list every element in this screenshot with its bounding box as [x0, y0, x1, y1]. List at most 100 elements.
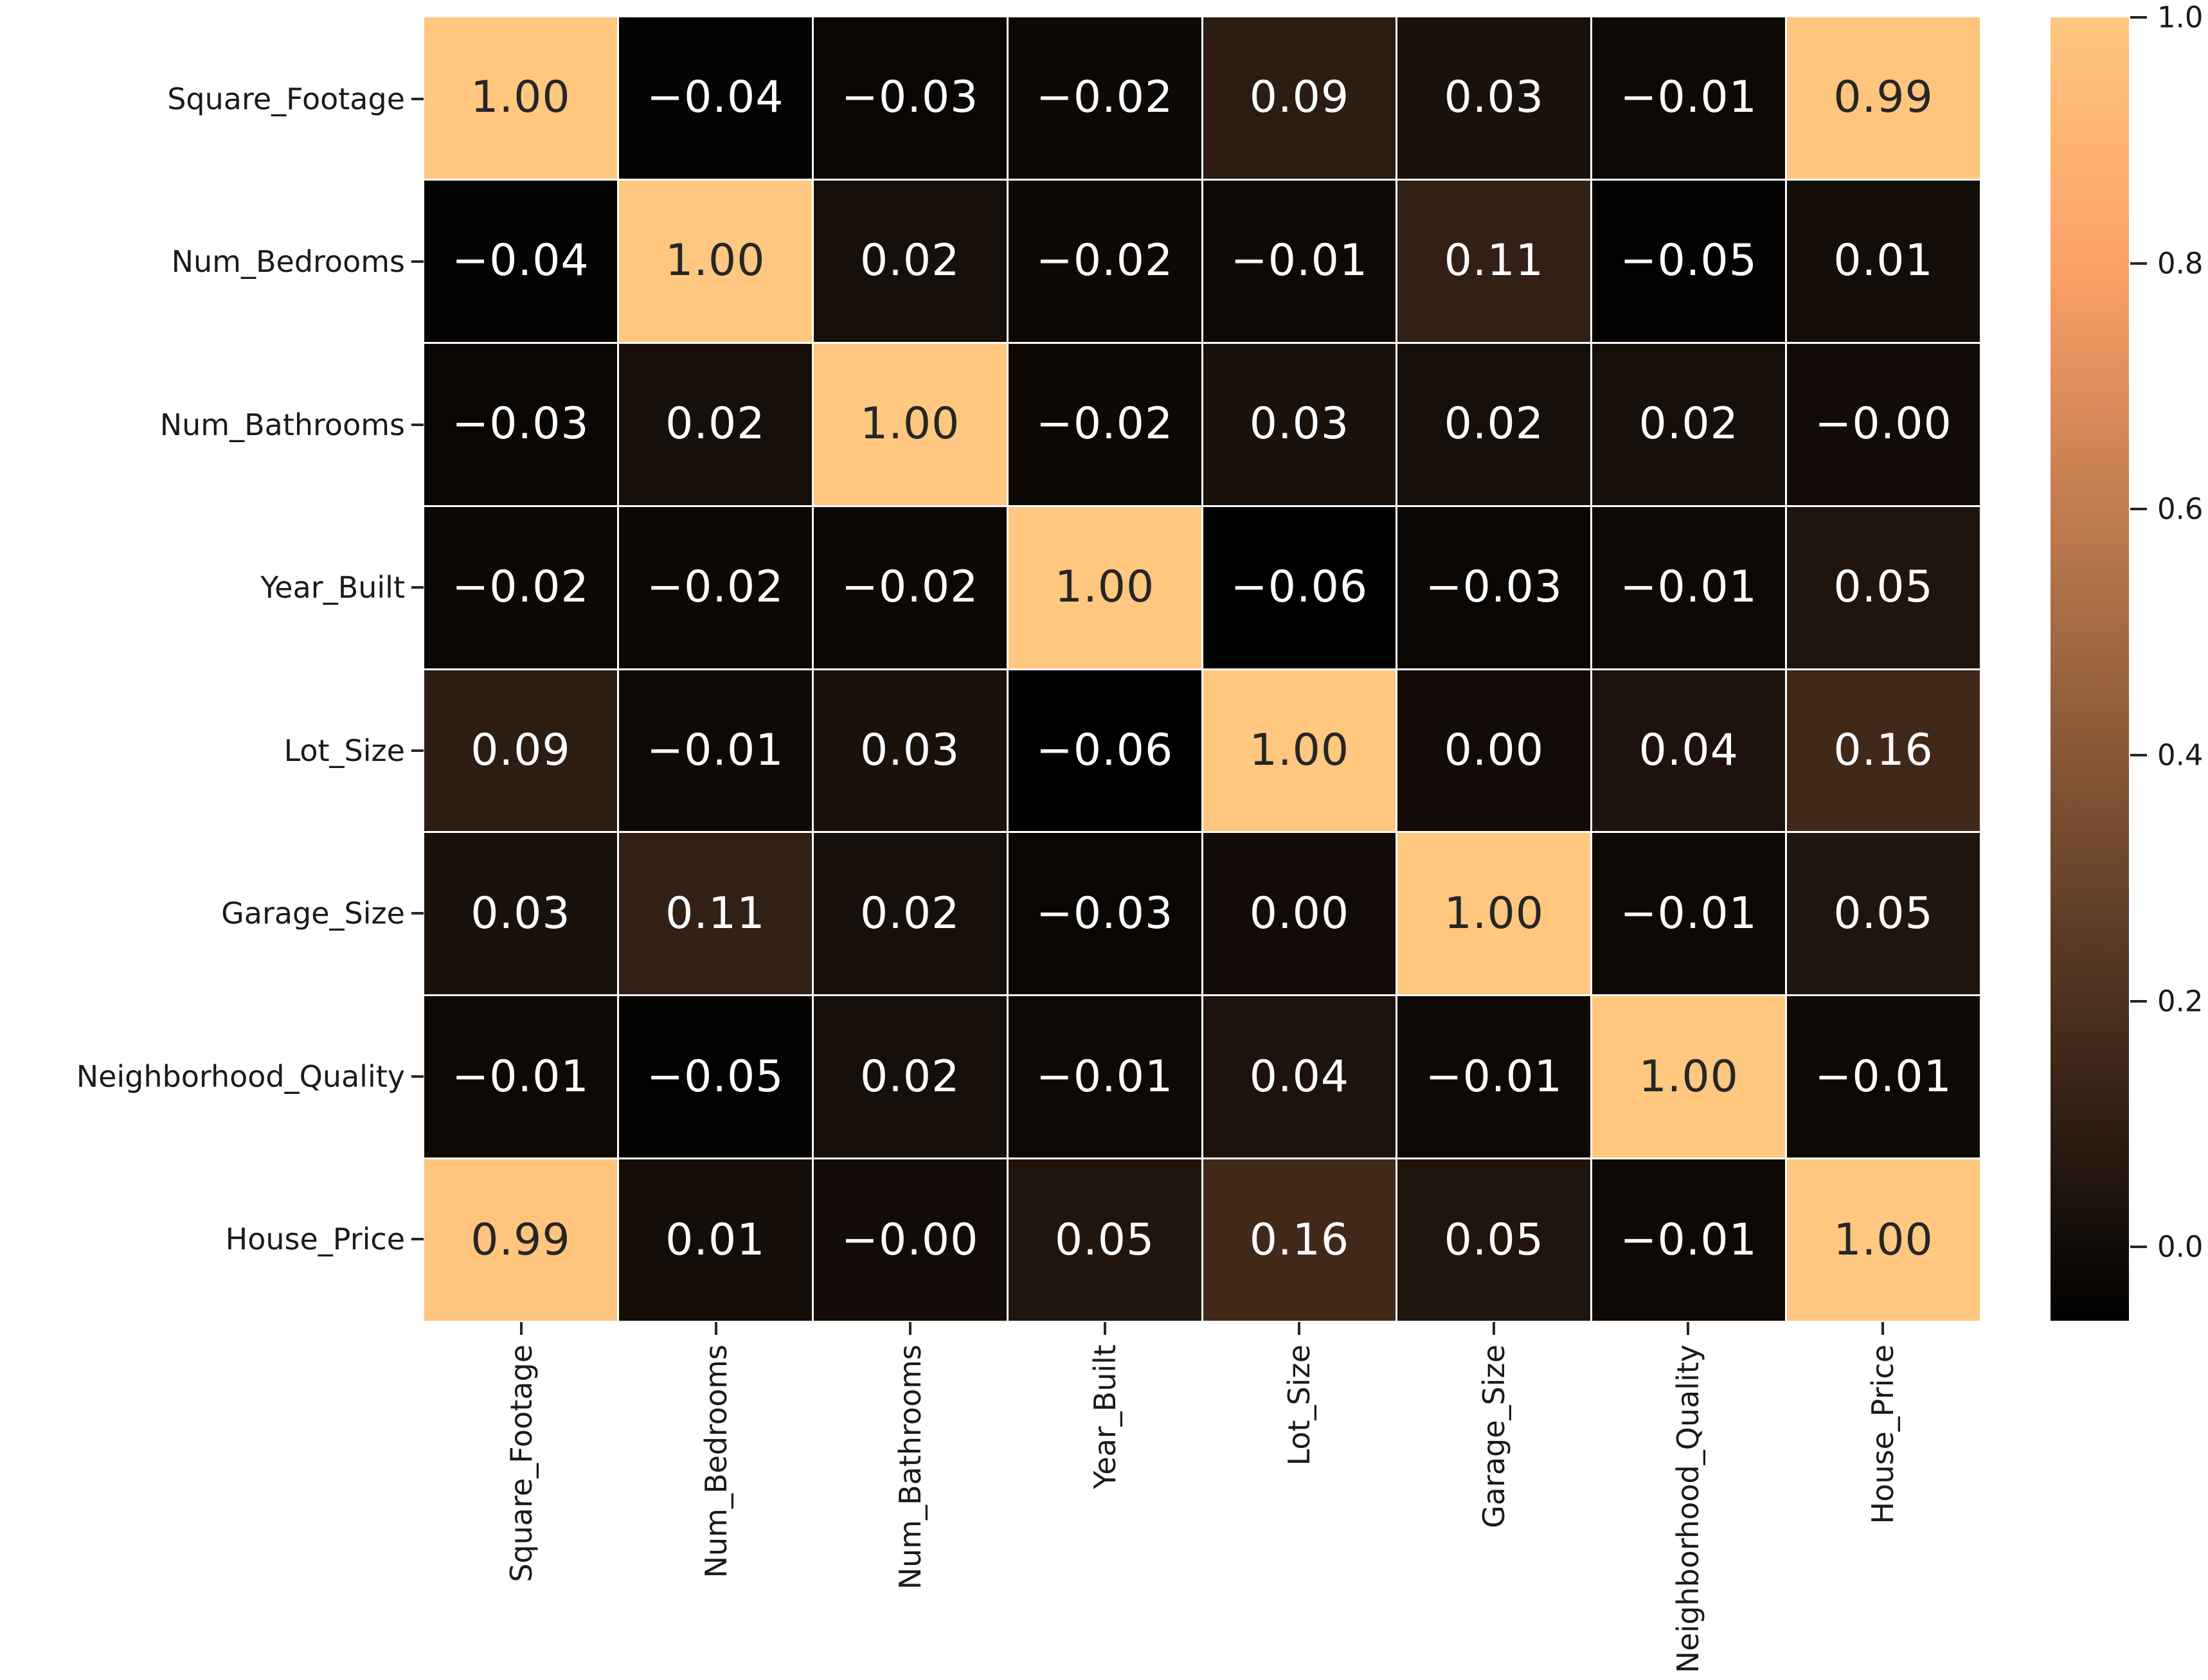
- cell-value: −0.01: [1620, 562, 1757, 613]
- heatmap-cell: 0.00: [1397, 670, 1591, 832]
- heatmap-cell: −0.01: [1592, 17, 1786, 179]
- heatmap-cell: 0.16: [1203, 1159, 1396, 1321]
- colorbar-tick-label: 0.8: [2157, 246, 2204, 281]
- cell-value: 1.00: [1444, 888, 1545, 939]
- cell-value: −0.05: [647, 1051, 784, 1102]
- heatmap-cell: −0.05: [618, 996, 812, 1158]
- heatmap-cell: 1.00: [1787, 1159, 1980, 1321]
- cell-value: 0.04: [1638, 724, 1739, 776]
- heatmap-cell: 0.11: [618, 833, 812, 995]
- cell-value: 0.02: [665, 398, 766, 450]
- heatmap-cell: −0.00: [813, 1159, 1007, 1321]
- heatmap-cell: 0.04: [1592, 670, 1786, 832]
- cell-value: −0.02: [1036, 235, 1174, 287]
- colorbar-tick-mark: [2130, 262, 2147, 265]
- x-tick-label: Lot_Size: [1282, 1345, 1317, 1466]
- cell-value: −0.03: [1036, 888, 1174, 939]
- heatmap-cell: 0.03: [813, 670, 1007, 832]
- y-tick-label: Lot_Size: [283, 733, 405, 768]
- cell-value: −0.02: [1036, 398, 1174, 450]
- cell-value: −0.04: [647, 72, 784, 123]
- heatmap-cell: 0.05: [1787, 506, 1980, 668]
- heatmap-cell: 0.99: [1787, 17, 1980, 179]
- cell-value: 1.00: [1054, 562, 1155, 613]
- cell-value: 1.00: [859, 398, 960, 450]
- heatmap-cell: 1.00: [1008, 506, 1201, 668]
- cell-value: 0.00: [1444, 724, 1545, 776]
- cell-value: 0.11: [665, 888, 766, 939]
- x-tick-mark: [1492, 1322, 1495, 1335]
- heatmap-cell: −0.02: [1008, 17, 1201, 179]
- x-tick-label: Garage_Size: [1476, 1345, 1511, 1528]
- x-tick-label: Num_Bedrooms: [698, 1345, 733, 1578]
- heatmap-cell: 0.03: [1397, 17, 1591, 179]
- y-tick-label: Year_Built: [260, 570, 405, 605]
- cell-value: 0.09: [1249, 72, 1350, 123]
- heatmap-cell: −0.03: [1397, 506, 1591, 668]
- colorbar-tick-label: 0.6: [2157, 492, 2204, 526]
- heatmap-cell: 0.01: [1787, 180, 1980, 342]
- x-tick-label: House_Price: [1865, 1345, 1900, 1524]
- cell-value: 0.03: [1249, 398, 1350, 450]
- x-tick-label: Year_Built: [1087, 1345, 1122, 1489]
- heatmap-cell: 1.00: [1592, 996, 1786, 1158]
- x-tick-label: Num_Bathrooms: [893, 1345, 928, 1590]
- x-tick-mark: [520, 1322, 523, 1335]
- cell-value: −0.01: [647, 724, 784, 776]
- cell-value: 0.16: [1249, 1214, 1350, 1265]
- cell-value: −0.04: [452, 235, 589, 287]
- heatmap-cell: 1.00: [424, 17, 617, 179]
- heatmap-cell: 0.05: [1008, 1159, 1201, 1321]
- x-tick-mark: [1103, 1322, 1106, 1335]
- heatmap-cell: 0.02: [813, 833, 1007, 995]
- cell-value: −0.01: [1620, 888, 1757, 939]
- y-tick-mark: [411, 260, 424, 264]
- heatmap-cell: −0.01: [1592, 506, 1786, 668]
- heatmap-grid: 1.00 −0.04 −0.03 −0.02 0.09 0.03 −0.01 0.99 −0.0…: [424, 17, 1980, 1321]
- y-tick-label: Garage_Size: [221, 896, 405, 931]
- heatmap-cell: 0.09: [424, 670, 617, 832]
- x-tick-mark: [1687, 1322, 1690, 1335]
- cell-value: 0.03: [471, 888, 571, 939]
- heatmap-cell: 0.01: [618, 1159, 812, 1321]
- cell-value: 1.00: [665, 235, 766, 287]
- cell-value: −0.01: [1230, 235, 1369, 287]
- heatmap-cell: 1.00: [618, 180, 812, 342]
- heatmap-cell: 0.02: [1592, 343, 1786, 505]
- heatmap-cell: −0.03: [424, 343, 617, 505]
- cell-value: 0.16: [1833, 724, 1934, 776]
- cell-value: 0.99: [471, 1214, 571, 1265]
- cell-value: 1.00: [1638, 1051, 1739, 1102]
- cell-value: 0.02: [859, 235, 960, 287]
- x-tick-mark: [1881, 1322, 1884, 1335]
- heatmap-cell: −0.03: [813, 17, 1007, 179]
- heatmap-cell: 0.16: [1787, 670, 1980, 832]
- cell-value: 0.04: [1249, 1051, 1350, 1102]
- y-tick-mark: [411, 586, 424, 589]
- heatmap-cell: −0.01: [1592, 833, 1786, 995]
- heatmap-cell: −0.02: [1008, 180, 1201, 342]
- heatmap-cell: −0.02: [618, 506, 812, 668]
- colorbar-gradient: [2051, 17, 2129, 1321]
- cell-value: −0.02: [452, 562, 589, 613]
- cell-value: 0.05: [1054, 1214, 1155, 1265]
- cell-value: −0.03: [841, 72, 979, 123]
- cell-value: 0.05: [1833, 562, 1934, 613]
- cell-value: −0.03: [452, 398, 589, 450]
- x-tick-mark: [1298, 1322, 1301, 1335]
- cell-value: 0.03: [859, 724, 960, 776]
- y-tick-label: Num_Bedrooms: [171, 244, 405, 280]
- heatmap-cell: 1.00: [1203, 670, 1396, 832]
- colorbar-tick-mark: [2130, 1246, 2147, 1249]
- cell-value: 0.02: [1638, 398, 1739, 450]
- colorbar-tick-mark: [2130, 999, 2147, 1003]
- cell-value: −0.01: [1620, 1214, 1757, 1265]
- heatmap-cell: −0.01: [424, 996, 617, 1158]
- cell-value: −0.01: [1620, 72, 1757, 123]
- heatmap-cell: 0.99: [424, 1159, 617, 1321]
- y-tick-label: Num_Bathrooms: [159, 407, 405, 442]
- x-tick-mark: [909, 1322, 912, 1335]
- y-tick-label: Neighborhood_Quality: [76, 1059, 405, 1094]
- heatmap-cell: −0.01: [1008, 996, 1201, 1158]
